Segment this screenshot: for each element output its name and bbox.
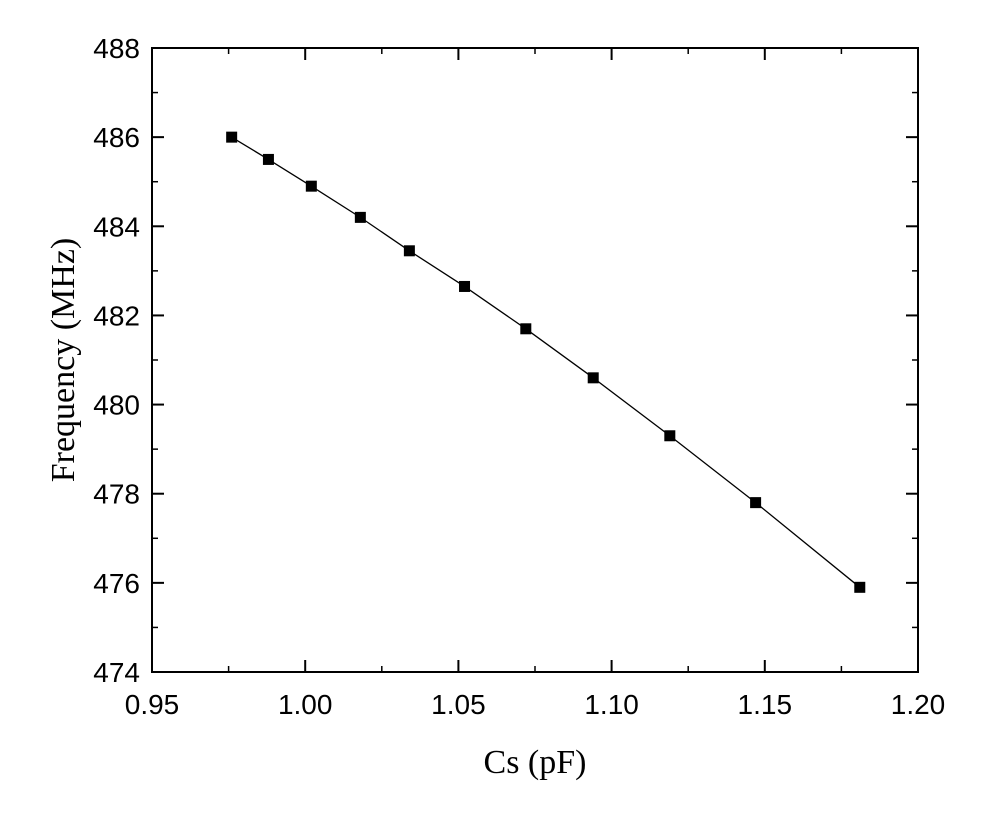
x-tick-label: 1.15 — [738, 689, 793, 720]
x-axis-ticks: 0.95 1.00 1.05 1.10 1.15 1.20 — [125, 48, 946, 720]
y-axis-title: Frequency (MHz) — [45, 238, 82, 483]
y-tick-label: 478 — [93, 479, 140, 510]
plot-area — [151, 47, 919, 673]
x-tick-label: 1.00 — [278, 689, 333, 720]
y-tick-label: 480 — [93, 390, 140, 421]
data-point — [854, 581, 866, 593]
x-tick-label: 1.05 — [431, 689, 486, 720]
series-layer — [226, 131, 866, 593]
data-point — [354, 211, 366, 223]
data-point — [305, 180, 317, 192]
x-tick-label: 1.20 — [891, 689, 946, 720]
data-point — [664, 430, 676, 442]
y-tick-label: 486 — [93, 122, 140, 153]
data-point — [750, 497, 762, 509]
x-tick-label: 1.10 — [584, 689, 639, 720]
y-tick-label: 476 — [93, 568, 140, 599]
x-tick-label: 0.95 — [125, 689, 180, 720]
x-axis-title: Cs (pF) — [484, 744, 587, 781]
data-point — [262, 153, 274, 165]
y-tick-label: 474 — [93, 657, 140, 688]
data-point — [520, 323, 532, 335]
series-line — [231, 136, 861, 588]
plot-frame — [151, 47, 919, 673]
data-point — [226, 131, 238, 143]
data-point — [587, 372, 599, 384]
data-point — [459, 280, 471, 292]
y-axis-ticks: 474 476 478 480 482 484 486 488 — [93, 33, 918, 688]
y-tick-label: 484 — [93, 211, 140, 242]
y-tick-label: 482 — [93, 300, 140, 331]
data-point — [403, 245, 415, 257]
y-tick-label: 488 — [93, 33, 140, 64]
